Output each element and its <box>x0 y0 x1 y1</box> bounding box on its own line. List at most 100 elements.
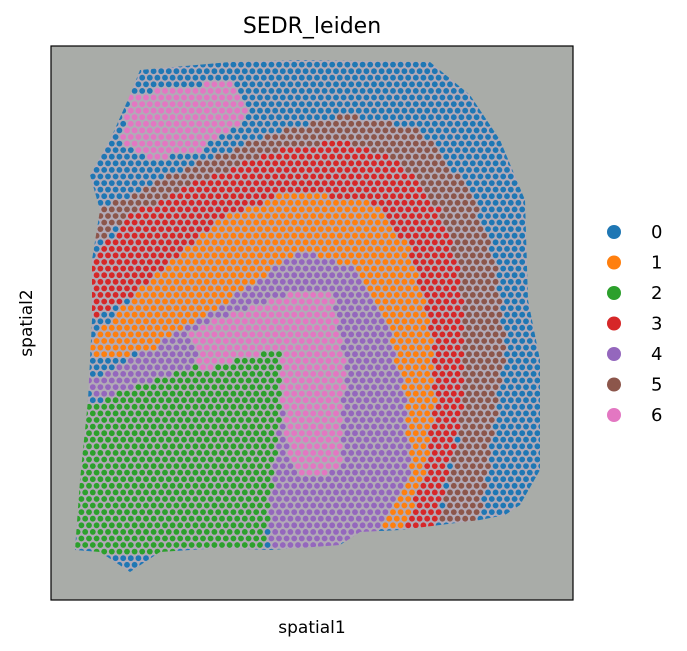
spot-cluster-1 <box>219 239 225 246</box>
spot-cluster-5 <box>443 219 450 226</box>
spot-cluster-3 <box>101 272 108 279</box>
spot-cluster-2 <box>150 450 157 456</box>
spot-cluster-0 <box>169 153 176 160</box>
spot-cluster-3 <box>306 180 313 187</box>
spot-cluster-3 <box>131 259 138 265</box>
spot-cluster-1 <box>302 239 309 246</box>
spot-cluster-4 <box>344 390 351 397</box>
spot-cluster-6 <box>291 364 298 371</box>
spot-cluster-1 <box>219 265 225 272</box>
spot-cluster-3 <box>450 430 457 437</box>
spot-cluster-1 <box>253 232 260 239</box>
spot-cluster-2 <box>135 384 142 390</box>
spot-cluster-5 <box>481 285 488 292</box>
spot-cluster-4 <box>390 364 396 371</box>
spot-cluster-1 <box>226 252 233 259</box>
spot-cluster-4 <box>317 502 324 509</box>
spot-cluster-3 <box>276 180 282 187</box>
spot-cluster-0 <box>519 443 526 450</box>
spot-cluster-4 <box>291 496 298 502</box>
spot-cluster-2 <box>135 463 142 469</box>
spot-cluster-4 <box>359 298 366 305</box>
spot-cluster-3 <box>253 167 260 173</box>
spot-cluster-3 <box>435 246 442 252</box>
spot-cluster-3 <box>443 285 450 292</box>
spot-cluster-1 <box>257 265 263 272</box>
spot-cluster-2 <box>112 463 119 469</box>
spot-cluster-6 <box>287 423 294 430</box>
spot-cluster-6 <box>264 305 271 311</box>
spot-cluster-2 <box>127 529 134 535</box>
spot-cluster-3 <box>416 226 423 233</box>
spot-cluster-3 <box>447 305 453 311</box>
spot-cluster-3 <box>219 199 225 206</box>
spot-cluster-1 <box>397 351 404 358</box>
spot-cluster-2 <box>253 535 260 542</box>
spot-cluster-0 <box>416 94 423 101</box>
spot-cluster-3 <box>279 147 286 154</box>
spot-cluster-0 <box>515 226 522 233</box>
spot-cluster-0 <box>534 443 540 450</box>
spot-cluster-2 <box>146 417 153 423</box>
spot-cluster-1 <box>188 265 195 272</box>
spot-cluster-4 <box>386 397 393 404</box>
spot-cluster-1 <box>401 292 408 298</box>
spot-cluster-5 <box>477 371 484 377</box>
spot-cluster-2 <box>93 535 100 542</box>
spot-cluster-3 <box>443 298 450 305</box>
spot-cluster-4 <box>367 338 374 344</box>
spot-cluster-5 <box>162 180 168 187</box>
spot-cluster-6 <box>150 147 157 154</box>
spot-cluster-0 <box>523 463 529 469</box>
spot-cluster-2 <box>234 515 241 522</box>
spot-cluster-2 <box>162 482 168 489</box>
spot-cluster-5 <box>378 120 385 127</box>
spot-cluster-4 <box>146 377 153 384</box>
spot-cluster-4 <box>344 298 351 305</box>
spot-cluster-6 <box>310 397 317 404</box>
spot-cluster-0 <box>101 167 108 173</box>
spot-cluster-4 <box>181 344 187 351</box>
spot-cluster-0 <box>511 219 518 226</box>
spot-cluster-6 <box>154 140 161 147</box>
spot-cluster-1 <box>321 193 328 200</box>
spot-cluster-3 <box>355 160 362 167</box>
spot-cluster-2 <box>169 522 176 529</box>
spot-cluster-0 <box>507 450 514 456</box>
spot-cluster-5 <box>454 226 461 233</box>
spot-cluster-4 <box>165 371 172 377</box>
spot-cluster-2 <box>207 522 214 529</box>
spot-cluster-0 <box>253 114 260 121</box>
spot-cluster-4 <box>352 403 358 410</box>
spot-cluster-1 <box>241 226 248 233</box>
spot-cluster-4 <box>302 278 309 285</box>
spot-cluster-6 <box>310 384 317 390</box>
spot-cluster-3 <box>139 206 146 213</box>
spot-cluster-4 <box>363 397 370 404</box>
spot-cluster-4 <box>344 272 351 279</box>
spot-cluster-1 <box>143 344 149 351</box>
spot-cluster-6 <box>291 443 298 450</box>
spot-cluster-2 <box>154 469 161 476</box>
spot-cluster-5 <box>454 186 461 193</box>
spot-cluster-6 <box>211 81 218 88</box>
spot-cluster-4 <box>393 410 400 417</box>
spot-cluster-2 <box>238 509 244 515</box>
spot-cluster-0 <box>291 88 298 94</box>
spot-cluster-3 <box>344 153 351 160</box>
spot-cluster-1 <box>276 193 282 200</box>
spot-cluster-4 <box>348 463 355 469</box>
spot-cluster-2 <box>97 423 104 430</box>
spot-cluster-5 <box>454 239 461 246</box>
spot-cluster-6 <box>333 344 339 351</box>
spot-cluster-4 <box>215 311 222 318</box>
spot-cluster-4 <box>196 318 203 325</box>
spot-cluster-6 <box>158 120 165 127</box>
spot-cluster-0 <box>462 147 469 154</box>
spot-cluster-5 <box>450 193 457 200</box>
spot-cluster-2 <box>264 436 271 443</box>
spot-cluster-3 <box>450 443 457 450</box>
spot-cluster-2 <box>97 476 104 483</box>
spot-cluster-2 <box>131 456 138 463</box>
spot-cluster-4 <box>101 390 108 397</box>
